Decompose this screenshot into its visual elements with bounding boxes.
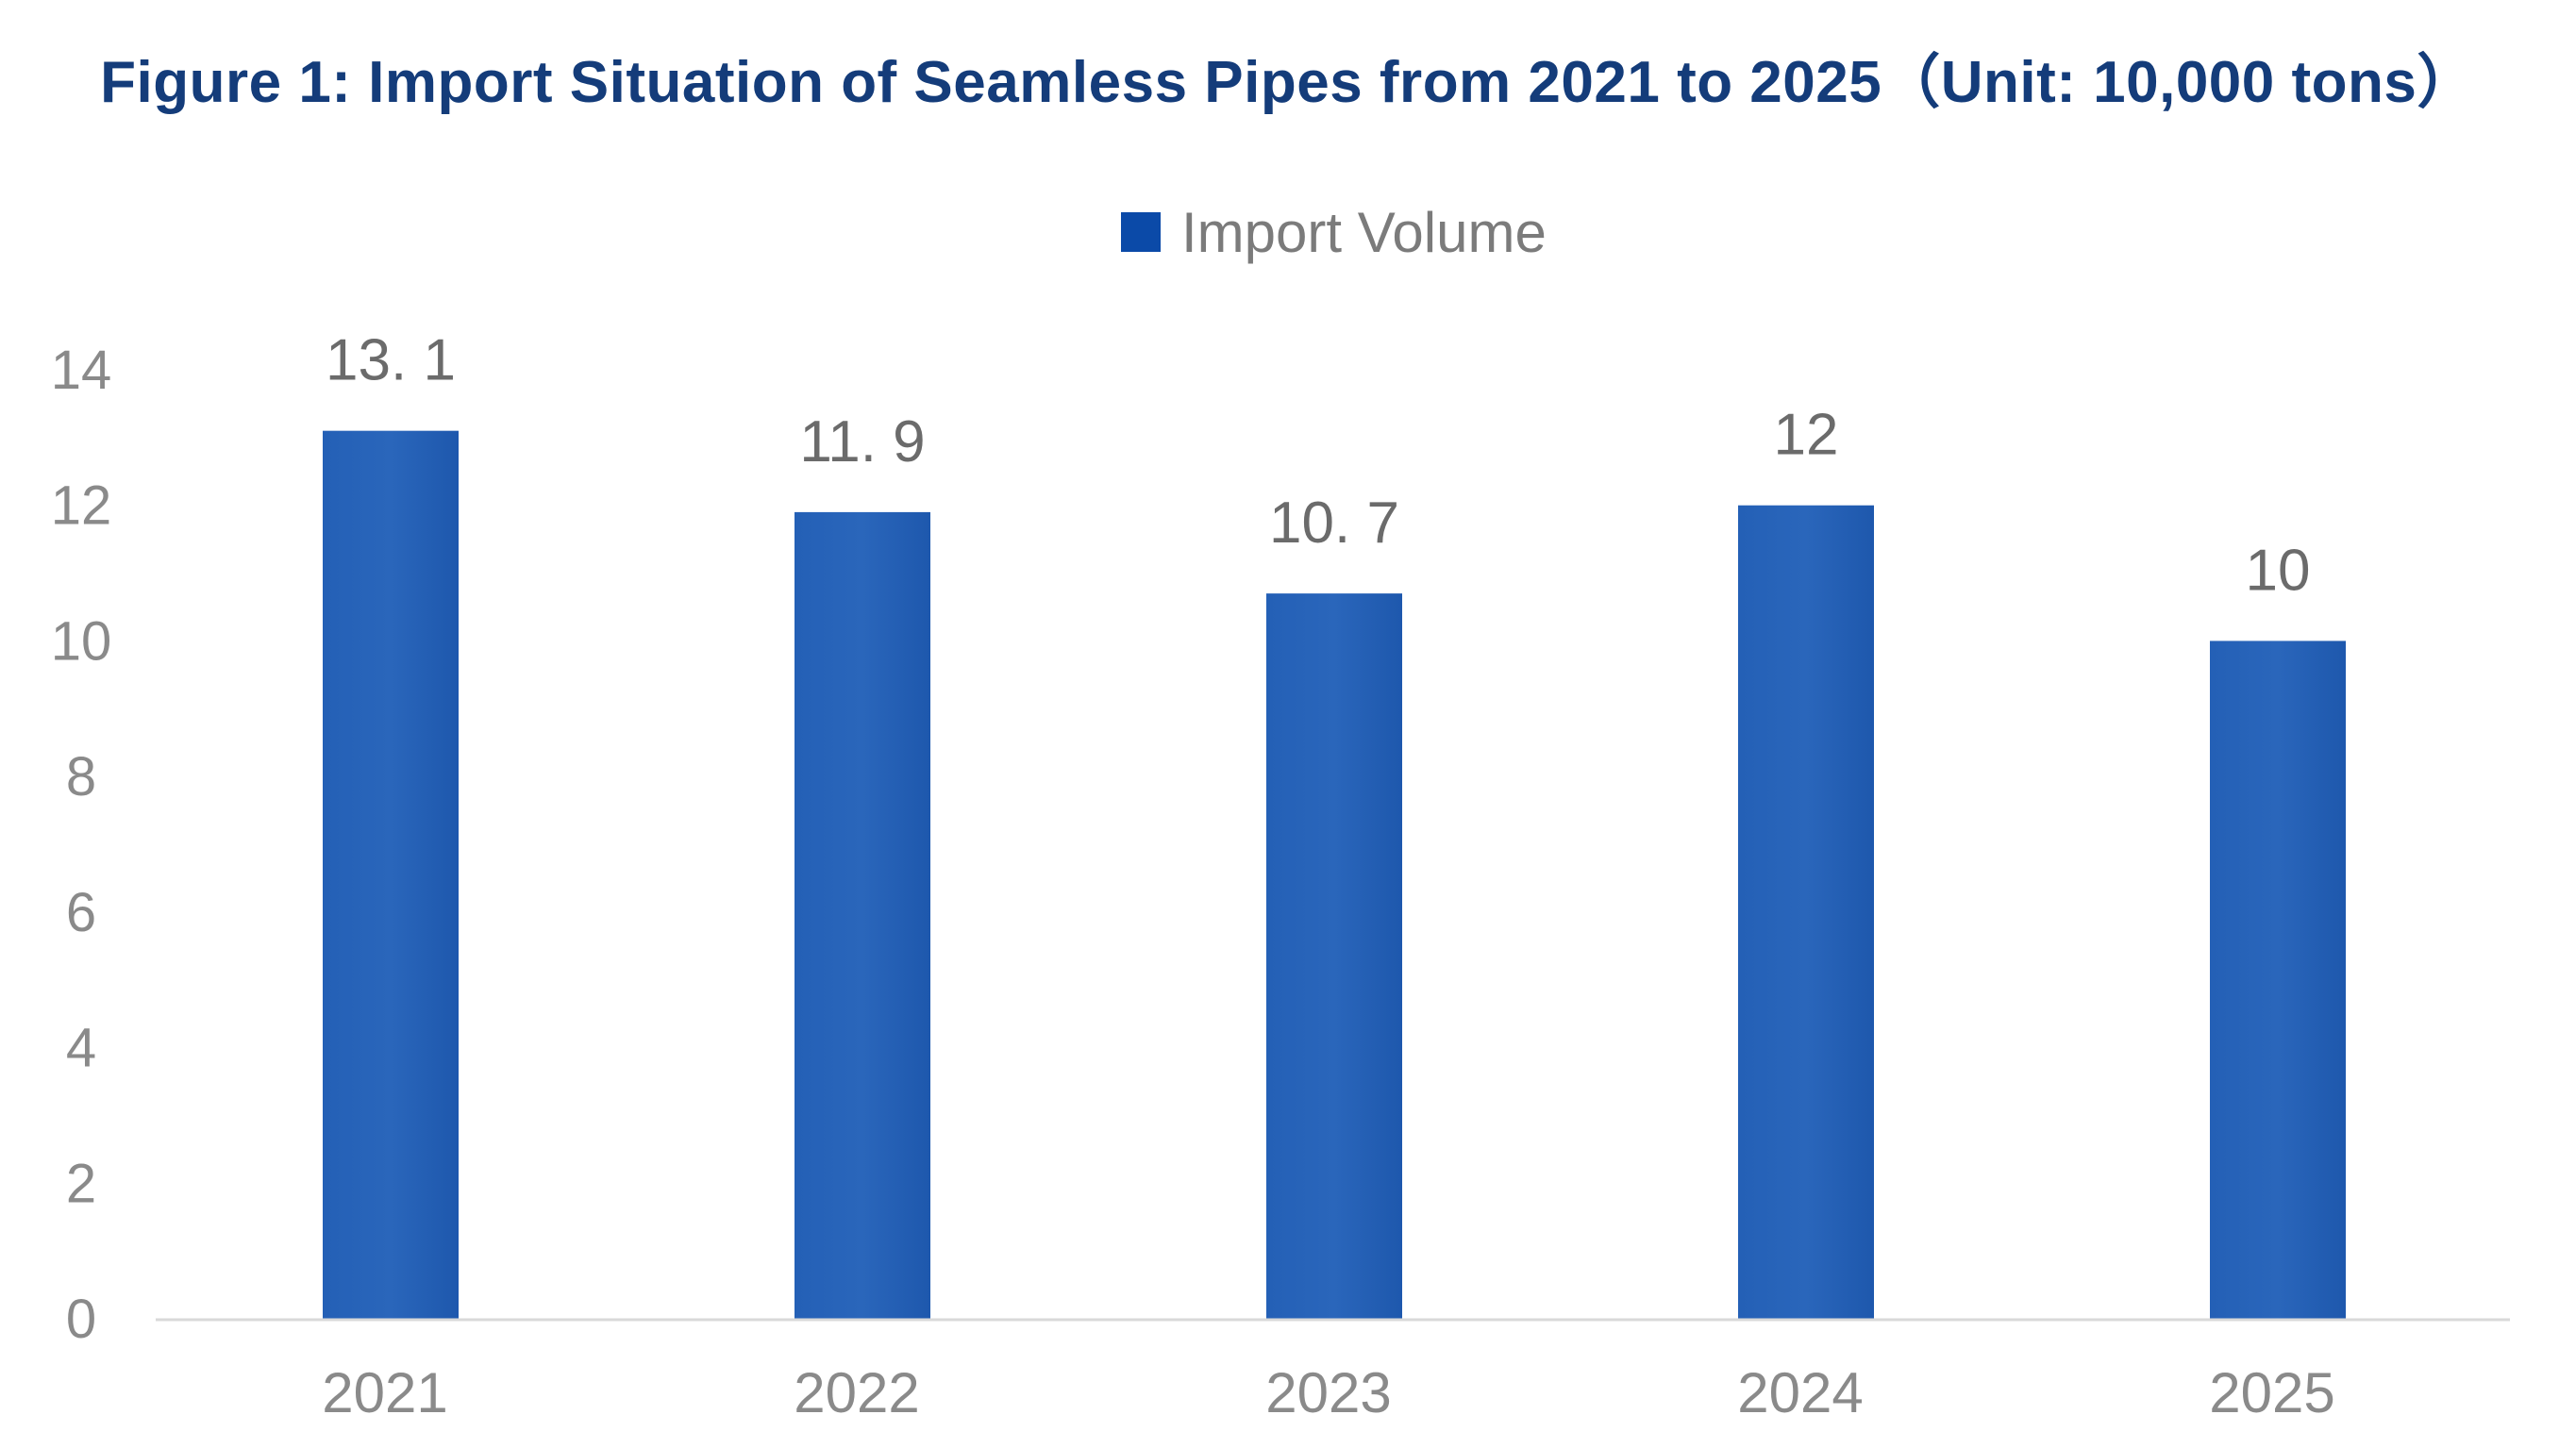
legend-swatch <box>1121 212 1161 252</box>
x-tick-label-2021: 2021 <box>322 1361 447 1424</box>
data-label-2025: 10 <box>2246 538 2311 603</box>
bar-2024 <box>1738 505 1874 1319</box>
y-tick-label: 0 <box>66 1289 96 1350</box>
x-axis-ticks: 2021 2022 2023 2024 2025 <box>322 1361 2334 1424</box>
legend-label: Import Volume <box>1181 200 1547 264</box>
bar-2025 <box>2210 641 2346 1319</box>
x-tick-label-2024: 2024 <box>1737 1361 1863 1424</box>
y-tick-label: 2 <box>66 1153 96 1214</box>
y-tick-label: 4 <box>66 1018 96 1079</box>
data-label-2023: 10. 7 <box>1269 491 1399 556</box>
bar-2021 <box>323 430 459 1320</box>
y-tick-label: 8 <box>66 746 96 807</box>
bars <box>323 430 2346 1320</box>
data-label-2021: 13. 1 <box>326 328 456 393</box>
legend: Import Volume <box>1121 198 1547 266</box>
y-tick-label: 14 <box>51 340 112 401</box>
y-tick-label: 12 <box>51 475 112 537</box>
chart-title: Figure 1: Import Situation of Seamless P… <box>100 50 2476 115</box>
x-tick-label-2023: 2023 <box>1265 1361 1391 1424</box>
y-tick-label: 10 <box>51 610 112 672</box>
bar-data-labels: 13. 1 11. 9 10. 7 12 10 <box>326 328 2310 604</box>
data-label-2022: 11. 9 <box>799 409 925 474</box>
x-tick-label-2025: 2025 <box>2209 1361 2334 1424</box>
x-tick-label-2022: 2022 <box>794 1361 919 1424</box>
y-tick-label: 6 <box>66 882 96 943</box>
data-label-2024: 12 <box>1774 403 1839 468</box>
bar-2023 <box>1266 593 1402 1319</box>
bar-2022 <box>795 511 930 1319</box>
y-axis-ticks: 0 2 4 6 8 10 12 14 <box>51 340 112 1350</box>
